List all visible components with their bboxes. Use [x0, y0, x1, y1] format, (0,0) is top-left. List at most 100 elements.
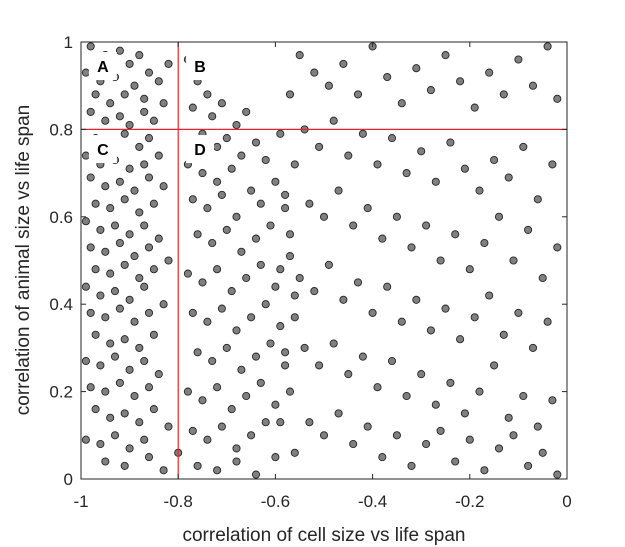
data-point — [115, 378, 124, 387]
data-point — [222, 343, 231, 352]
data-point — [222, 134, 231, 143]
data-point — [154, 370, 163, 379]
quadrant-label: D — [194, 142, 206, 159]
points-layer — [81, 42, 562, 479]
data-point — [96, 225, 105, 234]
data-point — [188, 308, 197, 317]
data-point — [140, 282, 149, 291]
data-point — [358, 129, 367, 138]
x-tick-label: -0.2 — [455, 492, 484, 511]
data-point — [300, 343, 309, 352]
data-point — [120, 335, 129, 344]
data-point — [339, 59, 348, 68]
data-point — [247, 186, 256, 195]
data-point — [213, 466, 222, 475]
data-point — [159, 466, 168, 475]
data-point — [198, 396, 207, 405]
data-point — [480, 466, 489, 475]
data-point — [164, 422, 173, 431]
data-point — [431, 400, 440, 409]
data-point — [412, 295, 421, 304]
data-point — [368, 308, 377, 317]
data-point — [290, 313, 299, 322]
data-point — [305, 418, 314, 427]
data-point — [460, 164, 469, 173]
data-point — [86, 383, 95, 392]
data-point — [528, 343, 538, 352]
data-point — [203, 90, 212, 99]
data-point — [135, 142, 144, 151]
data-point — [193, 230, 202, 239]
data-point — [324, 81, 333, 90]
data-point — [524, 461, 533, 470]
data-point — [514, 308, 523, 317]
data-point — [188, 195, 197, 204]
data-point — [519, 142, 528, 151]
data-point — [285, 387, 295, 396]
data-point — [193, 348, 202, 357]
y-tick-label: 0.6 — [49, 208, 73, 227]
data-point — [149, 265, 158, 274]
data-point — [222, 225, 231, 234]
data-point — [353, 278, 363, 287]
data-point — [480, 238, 489, 248]
data-point — [81, 282, 90, 291]
data-point — [315, 361, 324, 370]
data-point — [120, 195, 129, 204]
data-point — [383, 72, 392, 82]
data-point — [402, 169, 411, 178]
data-point — [208, 112, 217, 121]
data-point — [217, 99, 226, 108]
data-point — [159, 99, 168, 108]
data-point — [436, 426, 445, 435]
data-point — [159, 182, 168, 191]
quadrant-label: A — [97, 59, 109, 76]
data-point — [422, 439, 431, 449]
data-point — [446, 138, 455, 147]
data-point — [106, 204, 115, 213]
data-point — [261, 300, 270, 309]
data-point — [120, 409, 129, 418]
data-point — [256, 199, 265, 208]
data-point — [271, 400, 280, 409]
data-point — [154, 151, 163, 160]
data-point — [140, 435, 149, 444]
data-point — [183, 387, 192, 396]
data-point — [339, 295, 348, 304]
plot-frame — [80, 41, 568, 480]
data-point — [242, 107, 251, 116]
data-point — [81, 435, 90, 444]
y-tick-label: 0.2 — [49, 383, 73, 402]
data-point — [91, 199, 100, 208]
data-point — [125, 230, 134, 239]
data-point — [232, 120, 241, 130]
data-point — [140, 160, 149, 169]
x-tick-label: -1 — [73, 492, 88, 511]
data-point — [373, 160, 382, 169]
data-point — [465, 265, 474, 274]
data-point — [271, 177, 280, 186]
data-point — [494, 212, 504, 221]
data-point — [387, 356, 397, 366]
data-point — [183, 269, 192, 278]
data-point — [213, 383, 222, 392]
data-point — [392, 212, 401, 221]
data-point — [81, 151, 90, 160]
data-point — [115, 177, 124, 186]
data-point — [135, 51, 144, 60]
data-point — [490, 155, 499, 165]
data-point — [334, 186, 343, 195]
data-point — [125, 295, 134, 304]
quadrant-label-box — [186, 52, 215, 81]
data-point — [470, 313, 479, 322]
data-point — [140, 107, 149, 116]
data-point — [125, 164, 134, 173]
data-point — [91, 265, 100, 274]
data-point — [485, 291, 494, 300]
data-point — [276, 418, 285, 427]
data-point — [86, 308, 95, 317]
data-point — [499, 330, 508, 339]
data-point — [490, 361, 499, 370]
data-point — [149, 199, 158, 208]
